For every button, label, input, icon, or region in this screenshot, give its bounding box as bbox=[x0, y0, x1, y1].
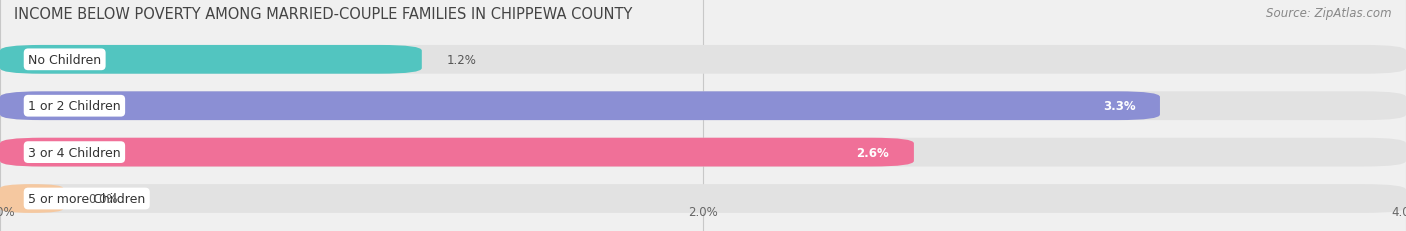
Text: 0.0%: 0.0% bbox=[0, 205, 15, 218]
Text: 0.0%: 0.0% bbox=[87, 192, 118, 205]
Text: 4.0%: 4.0% bbox=[1391, 205, 1406, 218]
FancyBboxPatch shape bbox=[0, 138, 1406, 167]
Text: 2.0%: 2.0% bbox=[688, 205, 718, 218]
Text: 1 or 2 Children: 1 or 2 Children bbox=[28, 100, 121, 113]
Text: 3 or 4 Children: 3 or 4 Children bbox=[28, 146, 121, 159]
FancyBboxPatch shape bbox=[0, 92, 1406, 121]
FancyBboxPatch shape bbox=[0, 184, 63, 213]
FancyBboxPatch shape bbox=[0, 46, 422, 74]
Text: 2.6%: 2.6% bbox=[856, 146, 890, 159]
Text: 3.3%: 3.3% bbox=[1102, 100, 1136, 113]
FancyBboxPatch shape bbox=[0, 92, 1160, 121]
Text: Source: ZipAtlas.com: Source: ZipAtlas.com bbox=[1267, 7, 1392, 20]
Text: 1.2%: 1.2% bbox=[447, 54, 477, 67]
Text: No Children: No Children bbox=[28, 54, 101, 67]
FancyBboxPatch shape bbox=[0, 184, 1406, 213]
FancyBboxPatch shape bbox=[0, 138, 914, 167]
FancyBboxPatch shape bbox=[0, 46, 1406, 74]
Text: INCOME BELOW POVERTY AMONG MARRIED-COUPLE FAMILIES IN CHIPPEWA COUNTY: INCOME BELOW POVERTY AMONG MARRIED-COUPL… bbox=[14, 7, 633, 22]
Text: 5 or more Children: 5 or more Children bbox=[28, 192, 145, 205]
